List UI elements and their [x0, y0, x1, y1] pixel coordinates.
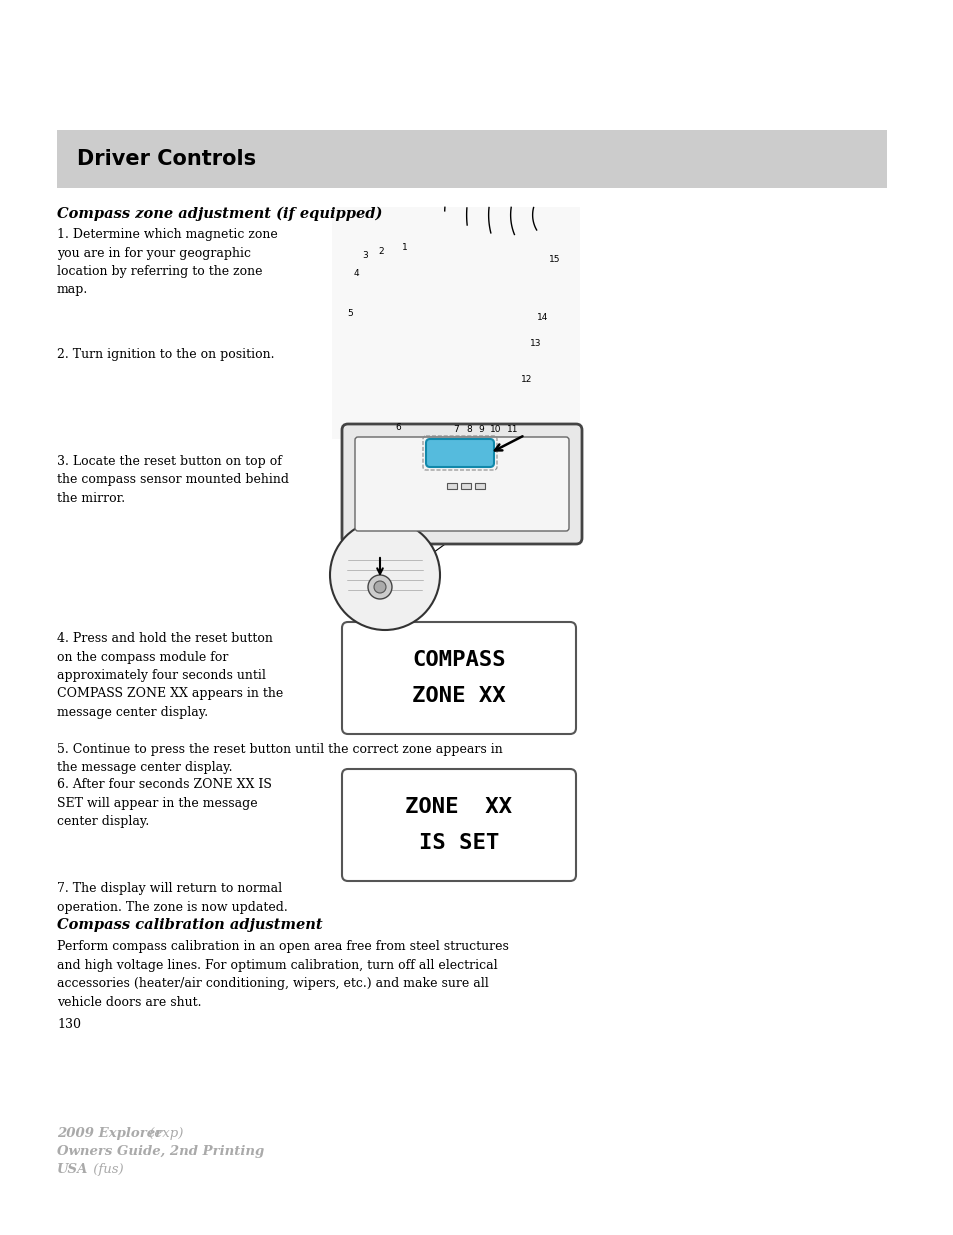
Text: 5: 5	[347, 309, 353, 317]
Text: Owners Guide, 2nd Printing: Owners Guide, 2nd Printing	[57, 1145, 264, 1158]
Text: Driver Controls: Driver Controls	[77, 149, 255, 169]
Bar	[57, 130, 886, 188]
Text: COMPASS: COMPASS	[412, 650, 505, 671]
Text: Perform compass calibration in an open area free from steel structures
and high : Perform compass calibration in an open a…	[57, 940, 508, 1009]
Text: 7. The display will return to normal
operation. The zone is now updated.: 7. The display will return to normal ope…	[57, 882, 288, 914]
Text: 2: 2	[377, 247, 383, 257]
Bar	[332, 207, 579, 438]
Text: IS SET: IS SET	[418, 832, 498, 853]
Text: 2009 Explorer: 2009 Explorer	[57, 1128, 162, 1140]
Text: 130: 130	[57, 1018, 81, 1031]
Text: ZONE  XX: ZONE XX	[405, 797, 512, 818]
Circle shape	[330, 520, 439, 630]
Text: 8: 8	[466, 426, 472, 435]
Text: 12: 12	[520, 375, 532, 384]
Text: 9: 9	[477, 426, 483, 435]
FancyBboxPatch shape	[341, 622, 576, 734]
Text: 6: 6	[395, 424, 400, 432]
Bar	[447, 483, 456, 489]
Text: 1: 1	[402, 243, 408, 252]
Text: 6. After four seconds ZONE XX IS
SET will appear in the message
center display.: 6. After four seconds ZONE XX IS SET wil…	[57, 778, 272, 827]
Circle shape	[368, 576, 392, 599]
Text: 5. Continue to press the reset button until the correct zone appears in
the mess: 5. Continue to press the reset button un…	[57, 743, 502, 774]
Text: 14: 14	[537, 314, 548, 322]
Text: 4: 4	[353, 268, 358, 278]
Text: 3: 3	[362, 251, 368, 259]
Bar	[475, 483, 484, 489]
Text: USA: USA	[57, 1163, 89, 1176]
Text: 10: 10	[490, 426, 501, 435]
Text: ZONE XX: ZONE XX	[412, 685, 505, 706]
Text: 7: 7	[453, 426, 458, 435]
Text: Compass zone adjustment (if equipped): Compass zone adjustment (if equipped)	[57, 207, 382, 221]
Text: 15: 15	[549, 256, 560, 264]
Circle shape	[374, 580, 386, 593]
Text: 4. Press and hold the reset button
on the compass module for
approximately four : 4. Press and hold the reset button on th…	[57, 632, 283, 719]
Text: (exp): (exp)	[145, 1128, 183, 1140]
FancyBboxPatch shape	[355, 437, 568, 531]
FancyBboxPatch shape	[341, 424, 581, 543]
Text: 13: 13	[530, 338, 541, 347]
Text: Compass calibration adjustment: Compass calibration adjustment	[57, 918, 322, 932]
Text: 11: 11	[507, 426, 518, 435]
Text: 2. Turn ignition to the on position.: 2. Turn ignition to the on position.	[57, 348, 274, 361]
Text: 3. Locate the reset button on top of
the compass sensor mounted behind
the mirro: 3. Locate the reset button on top of the…	[57, 454, 289, 505]
FancyBboxPatch shape	[341, 769, 576, 881]
FancyBboxPatch shape	[426, 438, 494, 467]
Text: (fus): (fus)	[89, 1163, 124, 1176]
Bar	[460, 483, 471, 489]
Text: 1. Determine which magnetic zone
you are in for your geographic
location by refe: 1. Determine which magnetic zone you are…	[57, 228, 277, 296]
